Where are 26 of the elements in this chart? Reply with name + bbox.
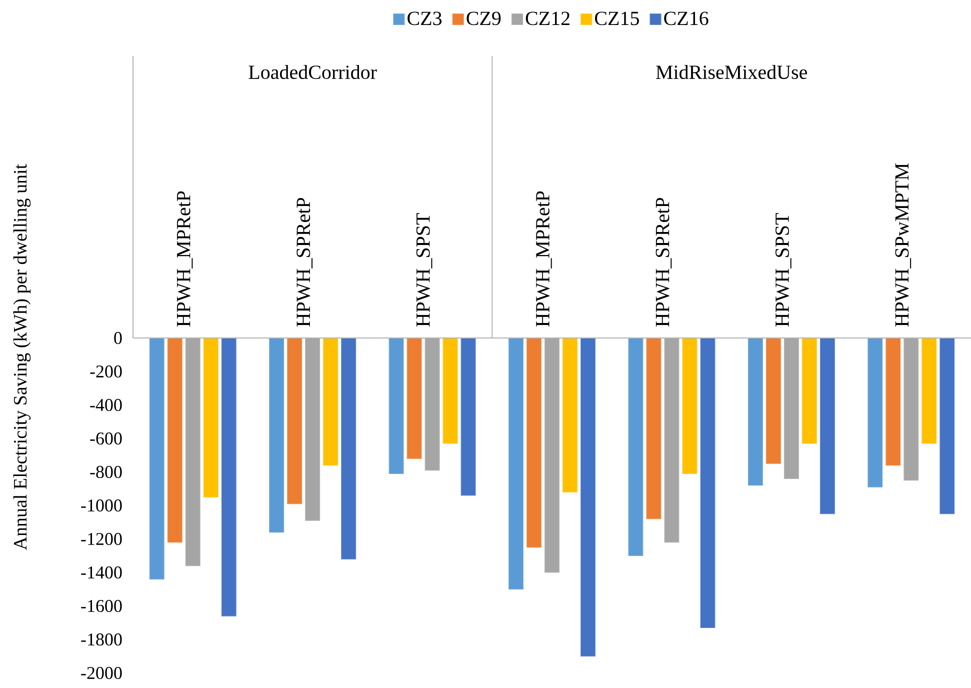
- y-tick-label: -600: [90, 432, 122, 445]
- x-tick-label: HPWH_SPwMPTM: [895, 163, 912, 327]
- y-tick-label: -1800: [81, 633, 122, 646]
- text: LoadedCorridor: [248, 64, 377, 80]
- y-tick-label: 0: [114, 332, 122, 344]
- x-tick-label: HPWH_MPRetP: [536, 191, 552, 327]
- y-tick-label: -200: [90, 365, 122, 378]
- text: MidRiseMixedUse: [656, 64, 807, 80]
- legend-label: CZ3: [408, 12, 442, 26]
- y-tick-label: -2000: [81, 666, 122, 680]
- legend-label: CZ9: [466, 12, 501, 26]
- x-tick-label: HPWH_MPRetP: [177, 191, 193, 327]
- y-axis-title: Annual Electricity Saving (kWh) per dwelling unit: [13, 164, 31, 550]
- x-tick-label: HPWH_SPRetP: [296, 198, 312, 327]
- y-tick-label: -800: [90, 466, 122, 478]
- x-tick-label: HPWH_SPST: [776, 213, 792, 327]
- x-tick-label: HPWH_SPST: [416, 213, 432, 327]
- legend-label: CZ12: [526, 12, 570, 26]
- y-tick-label: -1400: [81, 566, 122, 579]
- y-tick-label: -400: [90, 398, 122, 412]
- x-tick-label: HPWH_SPRetP: [656, 198, 672, 327]
- legend-label: CZ16: [664, 12, 708, 26]
- legend-label: CZ15: [594, 12, 639, 26]
- y-tick-label: -1000: [81, 499, 122, 512]
- y-tick-label: -1200: [81, 532, 122, 546]
- y-tick-label: -1600: [81, 600, 122, 612]
